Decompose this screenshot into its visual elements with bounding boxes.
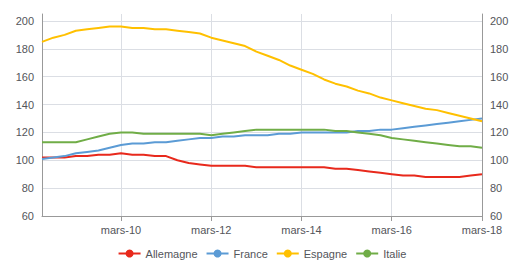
svg-text:100: 100 [490,154,508,166]
svg-text:60: 60 [490,210,502,222]
svg-text:160: 160 [490,71,508,83]
svg-text:Allemagne: Allemagne [146,248,198,260]
svg-text:200: 200 [490,15,508,27]
svg-text:140: 140 [490,99,508,111]
svg-text:Italie: Italie [383,248,406,260]
svg-text:mars-16: mars-16 [372,224,412,236]
svg-text:mars-14: mars-14 [281,224,321,236]
svg-text:140: 140 [16,99,34,111]
svg-text:120: 120 [490,126,508,138]
svg-text:180: 180 [490,43,508,55]
svg-text:mars-18: mars-18 [462,224,502,236]
svg-text:France: France [234,248,268,260]
svg-text:Espagne: Espagne [304,248,347,260]
svg-text:60: 60 [22,210,34,222]
svg-text:120: 120 [16,126,34,138]
svg-text:80: 80 [22,182,34,194]
svg-text:160: 160 [16,71,34,83]
svg-text:mars-12: mars-12 [191,224,231,236]
svg-text:200: 200 [16,15,34,27]
svg-text:mars-10: mars-10 [101,224,141,236]
svg-text:80: 80 [490,182,502,194]
svg-text:100: 100 [16,154,34,166]
svg-text:180: 180 [16,43,34,55]
